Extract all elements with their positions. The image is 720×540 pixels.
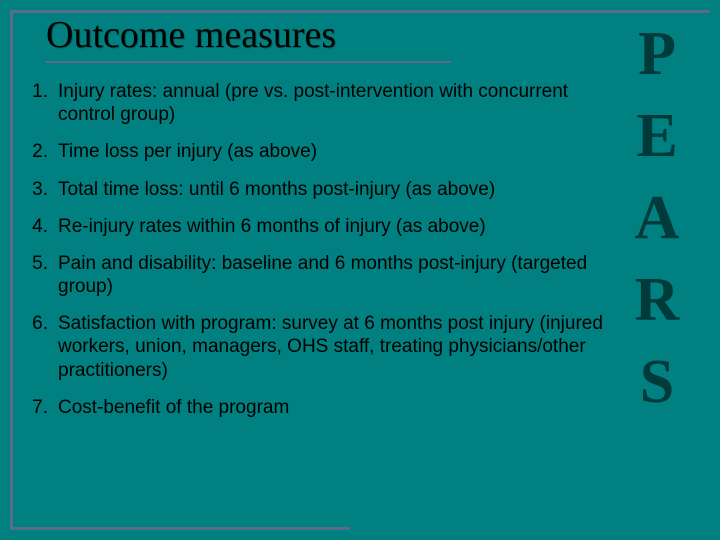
list-item: 2. Time loss per injury (as above) xyxy=(22,140,628,163)
frame-left xyxy=(10,10,13,530)
item-text: Satisfaction with program: survey at 6 m… xyxy=(58,312,628,382)
title-underline xyxy=(46,61,451,63)
item-text: Time loss per injury (as above) xyxy=(58,140,628,163)
item-text: Pain and disability: baseline and 6 mont… xyxy=(58,252,628,298)
ordered-list: 1. Injury rates: annual (pre vs. post-in… xyxy=(22,80,628,419)
title-area: Outcome measures xyxy=(46,13,466,63)
frame-bottom xyxy=(10,527,350,530)
item-text: Injury rates: annual (pre vs. post-inter… xyxy=(58,80,628,126)
item-number: 1. xyxy=(22,80,58,126)
item-text: Re-injury rates within 6 months of injur… xyxy=(58,215,628,238)
item-text: Cost-benefit of the program xyxy=(58,396,628,419)
item-text: Total time loss: until 6 months post-inj… xyxy=(58,178,628,201)
item-number: 4. xyxy=(22,215,58,238)
item-number: 2. xyxy=(22,140,58,163)
item-number: 3. xyxy=(22,178,58,201)
slide-title: Outcome measures xyxy=(46,13,466,59)
watermark-pears: PEARS xyxy=(621,20,692,430)
list-item: 7. Cost-benefit of the program xyxy=(22,396,628,419)
list-item: 1. Injury rates: annual (pre vs. post-in… xyxy=(22,80,628,126)
list-item: 5. Pain and disability: baseline and 6 m… xyxy=(22,252,628,298)
list-item: 4. Re-injury rates within 6 months of in… xyxy=(22,215,628,238)
item-number: 6. xyxy=(22,312,58,382)
item-number: 5. xyxy=(22,252,58,298)
list-item: 3. Total time loss: until 6 months post-… xyxy=(22,178,628,201)
item-number: 7. xyxy=(22,396,58,419)
list-item: 6. Satisfaction with program: survey at … xyxy=(22,312,628,382)
